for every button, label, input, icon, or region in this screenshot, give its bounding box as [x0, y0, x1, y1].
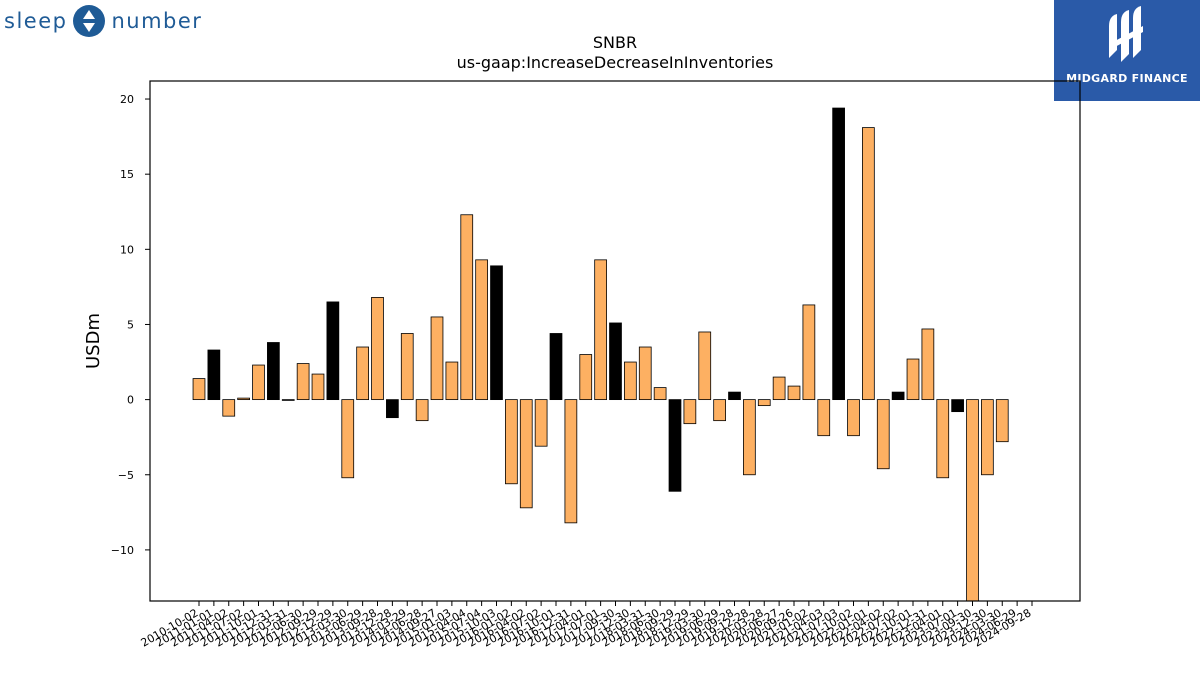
bar — [207, 349, 221, 401]
y-tick-label: −5 — [118, 469, 134, 482]
bar — [296, 363, 310, 401]
bar — [638, 346, 652, 401]
bar — [460, 214, 474, 401]
bar — [757, 399, 771, 407]
bar — [490, 265, 503, 401]
bar — [906, 358, 920, 401]
midgard-finance-name: MIDGARD FINANCE — [1066, 72, 1188, 85]
chart-subtitle: us-gaap:IncreaseDecreaseInInventories — [457, 53, 774, 72]
bar — [787, 385, 801, 401]
bar — [921, 328, 935, 401]
bar — [267, 342, 280, 401]
y-tick-label: 10 — [120, 243, 134, 256]
y-tick-label: 20 — [120, 93, 134, 106]
bar — [981, 399, 994, 476]
sleep-number-logo: sleep number — [4, 4, 202, 38]
bar — [891, 391, 905, 401]
bar — [371, 297, 384, 401]
y-tick-label: 0 — [127, 394, 134, 407]
up-down-arrow-circle-icon — [73, 5, 106, 37]
bar — [415, 399, 429, 422]
bar — [281, 399, 295, 401]
bar — [475, 259, 488, 401]
sleep-logo-word: sleep — [4, 9, 68, 33]
bar — [832, 107, 845, 401]
bar — [386, 399, 399, 419]
bar — [400, 333, 414, 401]
bar — [430, 316, 444, 401]
bar — [624, 361, 637, 401]
bar — [698, 331, 712, 401]
bar — [564, 399, 578, 524]
y-tick-label: −10 — [111, 544, 134, 557]
bar — [817, 399, 831, 437]
bar — [683, 399, 697, 425]
bar — [728, 391, 741, 401]
bar — [713, 399, 726, 422]
bar — [847, 399, 860, 437]
bar — [445, 361, 459, 401]
bar — [966, 399, 979, 602]
midgard-finance-logo: MIDGARD FINANCE — [1054, 0, 1200, 101]
bar — [609, 322, 622, 401]
number-logo-word: number — [111, 9, 203, 33]
bar — [862, 127, 875, 401]
bar — [743, 399, 756, 476]
bar — [594, 259, 607, 401]
bar — [519, 399, 533, 509]
bar — [534, 399, 548, 447]
chart-title: SNBR — [593, 33, 637, 52]
bar — [802, 304, 816, 401]
bar — [356, 346, 369, 401]
bar — [579, 354, 593, 401]
bar — [326, 301, 340, 401]
bar — [876, 399, 890, 470]
bar — [951, 399, 964, 413]
y-tick-label: 5 — [127, 318, 134, 331]
bar — [936, 399, 950, 479]
bar — [772, 376, 786, 401]
bar — [653, 387, 667, 401]
bar — [549, 333, 563, 401]
bar — [505, 399, 518, 485]
bar — [222, 399, 236, 417]
bar — [237, 397, 250, 401]
bar — [192, 378, 206, 401]
midgard-m-icon — [1109, 6, 1143, 62]
bar — [311, 373, 325, 401]
bar — [252, 364, 265, 401]
y-axis-label: USDm — [83, 313, 104, 369]
bar — [341, 399, 355, 479]
y-tick-label: 15 — [120, 168, 134, 181]
bar — [995, 399, 1009, 443]
bar — [668, 399, 682, 492]
